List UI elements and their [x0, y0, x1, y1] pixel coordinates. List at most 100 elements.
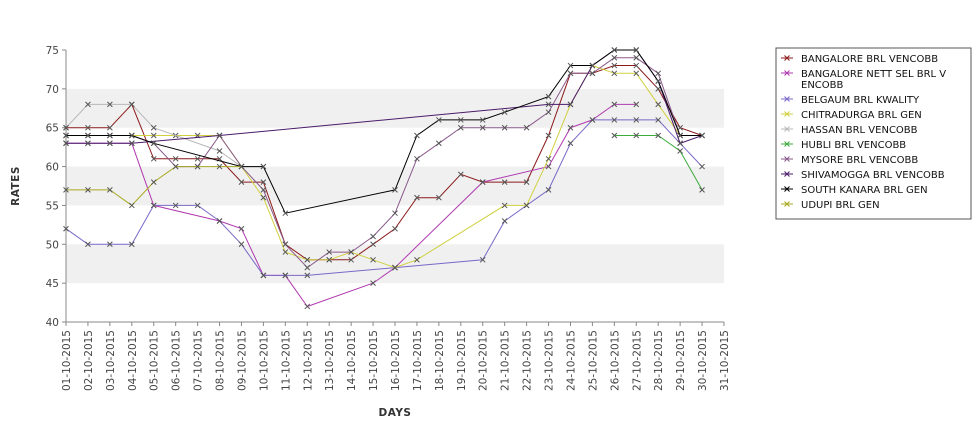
data-point: [567, 62, 574, 69]
data-point: [150, 179, 157, 185]
data-point: [172, 155, 179, 162]
legend-label: HASSAN BRL VENCOBB: [801, 125, 918, 136]
data-point: [260, 179, 267, 185]
legend-marker: [784, 55, 790, 61]
series-line: [65, 103, 264, 168]
x-tick-label: 26-10-2015: [609, 330, 621, 391]
data-point: [699, 187, 705, 193]
data-point: [545, 187, 552, 193]
data-point: [260, 194, 267, 201]
x-tick-label: 20-10-2015: [478, 330, 490, 391]
data-point: [523, 202, 530, 209]
data-point: [589, 70, 596, 77]
legend-marker: [784, 96, 790, 102]
data-point: [128, 132, 135, 139]
data-point: [589, 62, 596, 69]
data-point: [260, 163, 267, 170]
legend-item: UDUPI BRL GEN: [781, 200, 880, 211]
series-hubli-brl-vencobb: [611, 132, 705, 193]
legend-item: MYSORE BRL VENCOBB: [781, 155, 918, 166]
data-point: [633, 70, 640, 77]
legend-label: BELGAUM BRL KWALITY: [801, 95, 920, 106]
data-point: [567, 101, 574, 108]
data-point: [85, 241, 91, 248]
data-point: [633, 117, 640, 123]
y-axis-label: RATES: [10, 166, 22, 206]
data-point: [260, 187, 267, 193]
data-point: [216, 132, 223, 139]
x-tick-label: 27-10-2015: [631, 330, 643, 391]
legend-label: BANGALORE BRL VENCOBB: [801, 54, 938, 65]
y-tick-label: 65: [46, 123, 59, 135]
x-tick-label: 28-10-2015: [653, 330, 665, 391]
data-point: [194, 163, 201, 170]
data-point: [611, 47, 618, 53]
data-point: [85, 140, 91, 147]
grid-bands: [66, 88, 724, 284]
legend-marker: [784, 141, 790, 147]
series-hassan-brl-vencobb: [63, 101, 267, 170]
data-point: [128, 241, 135, 248]
data-point: [414, 155, 420, 162]
data-point: [282, 249, 289, 255]
data-point: [392, 264, 398, 271]
y-tick-label: 75: [46, 45, 59, 57]
legend-marker: [784, 201, 790, 207]
legend: BANGALORE BRL VENCOBB BANGALORE NETT SEL …: [775, 47, 972, 220]
data-point: [414, 194, 420, 201]
data-point: [677, 140, 683, 147]
legend-label: SOUTH KANARA BRL GEN: [801, 185, 928, 196]
data-point: [172, 202, 179, 209]
x-tick-label: 11-10-2015: [280, 330, 292, 391]
data-point: [699, 163, 705, 170]
data-point: [370, 280, 376, 286]
data-point: [501, 109, 508, 116]
data-point: [545, 155, 552, 162]
data-point: [238, 179, 245, 185]
data-point: [370, 241, 376, 248]
data-point: [392, 187, 398, 193]
x-axis-label: DAYS: [378, 407, 411, 419]
data-point: [216, 163, 223, 170]
data-point: [150, 132, 157, 139]
data-point: [611, 132, 618, 139]
legend-marker: [784, 70, 790, 76]
data-point: [370, 256, 376, 263]
legend-marker: [784, 126, 790, 132]
data-point: [282, 210, 289, 217]
data-point: [501, 218, 508, 224]
data-point: [85, 124, 91, 131]
legend-item: HUBLI BRL VENCOBB: [781, 140, 906, 151]
data-point: [677, 132, 683, 139]
y-tick-label: 60: [46, 162, 59, 174]
data-point: [545, 109, 552, 116]
series-belgaum-brl-kwality: [63, 117, 705, 279]
data-point: [457, 124, 464, 131]
data-point: [128, 140, 135, 147]
x-tick-label: 30-10-2015: [697, 330, 709, 391]
x-tick-label: 03-10-2015: [105, 330, 117, 391]
x-tick-label: 01-10-2015: [61, 330, 73, 391]
grid-band: [66, 244, 724, 284]
data-point: [392, 225, 398, 232]
series-line: [65, 119, 703, 276]
data-point: [655, 78, 662, 84]
x-tick-label: 12-10-2015: [302, 330, 314, 391]
data-point: [633, 62, 640, 69]
series-bangalore-brl-vencobb: [63, 62, 705, 263]
legend-label: SHIVAMOGGA BRL VENCOBB: [801, 170, 945, 181]
data-point: [63, 140, 69, 147]
series-line: [66, 49, 703, 214]
y-tick-label: 40: [46, 317, 59, 329]
x-tick-label: 29-10-2015: [675, 330, 687, 391]
y-tick-label: 45: [46, 278, 59, 290]
legend-item: HASSAN BRL VENCOBB: [781, 125, 918, 136]
legend-label: MYSORE BRL VENCOBB: [801, 155, 918, 166]
data-point: [436, 140, 442, 147]
x-tick-label: 14-10-2015: [346, 330, 358, 391]
data-point: [150, 155, 157, 162]
data-point: [436, 194, 442, 201]
data-point: [545, 101, 552, 108]
data-point: [107, 124, 113, 131]
